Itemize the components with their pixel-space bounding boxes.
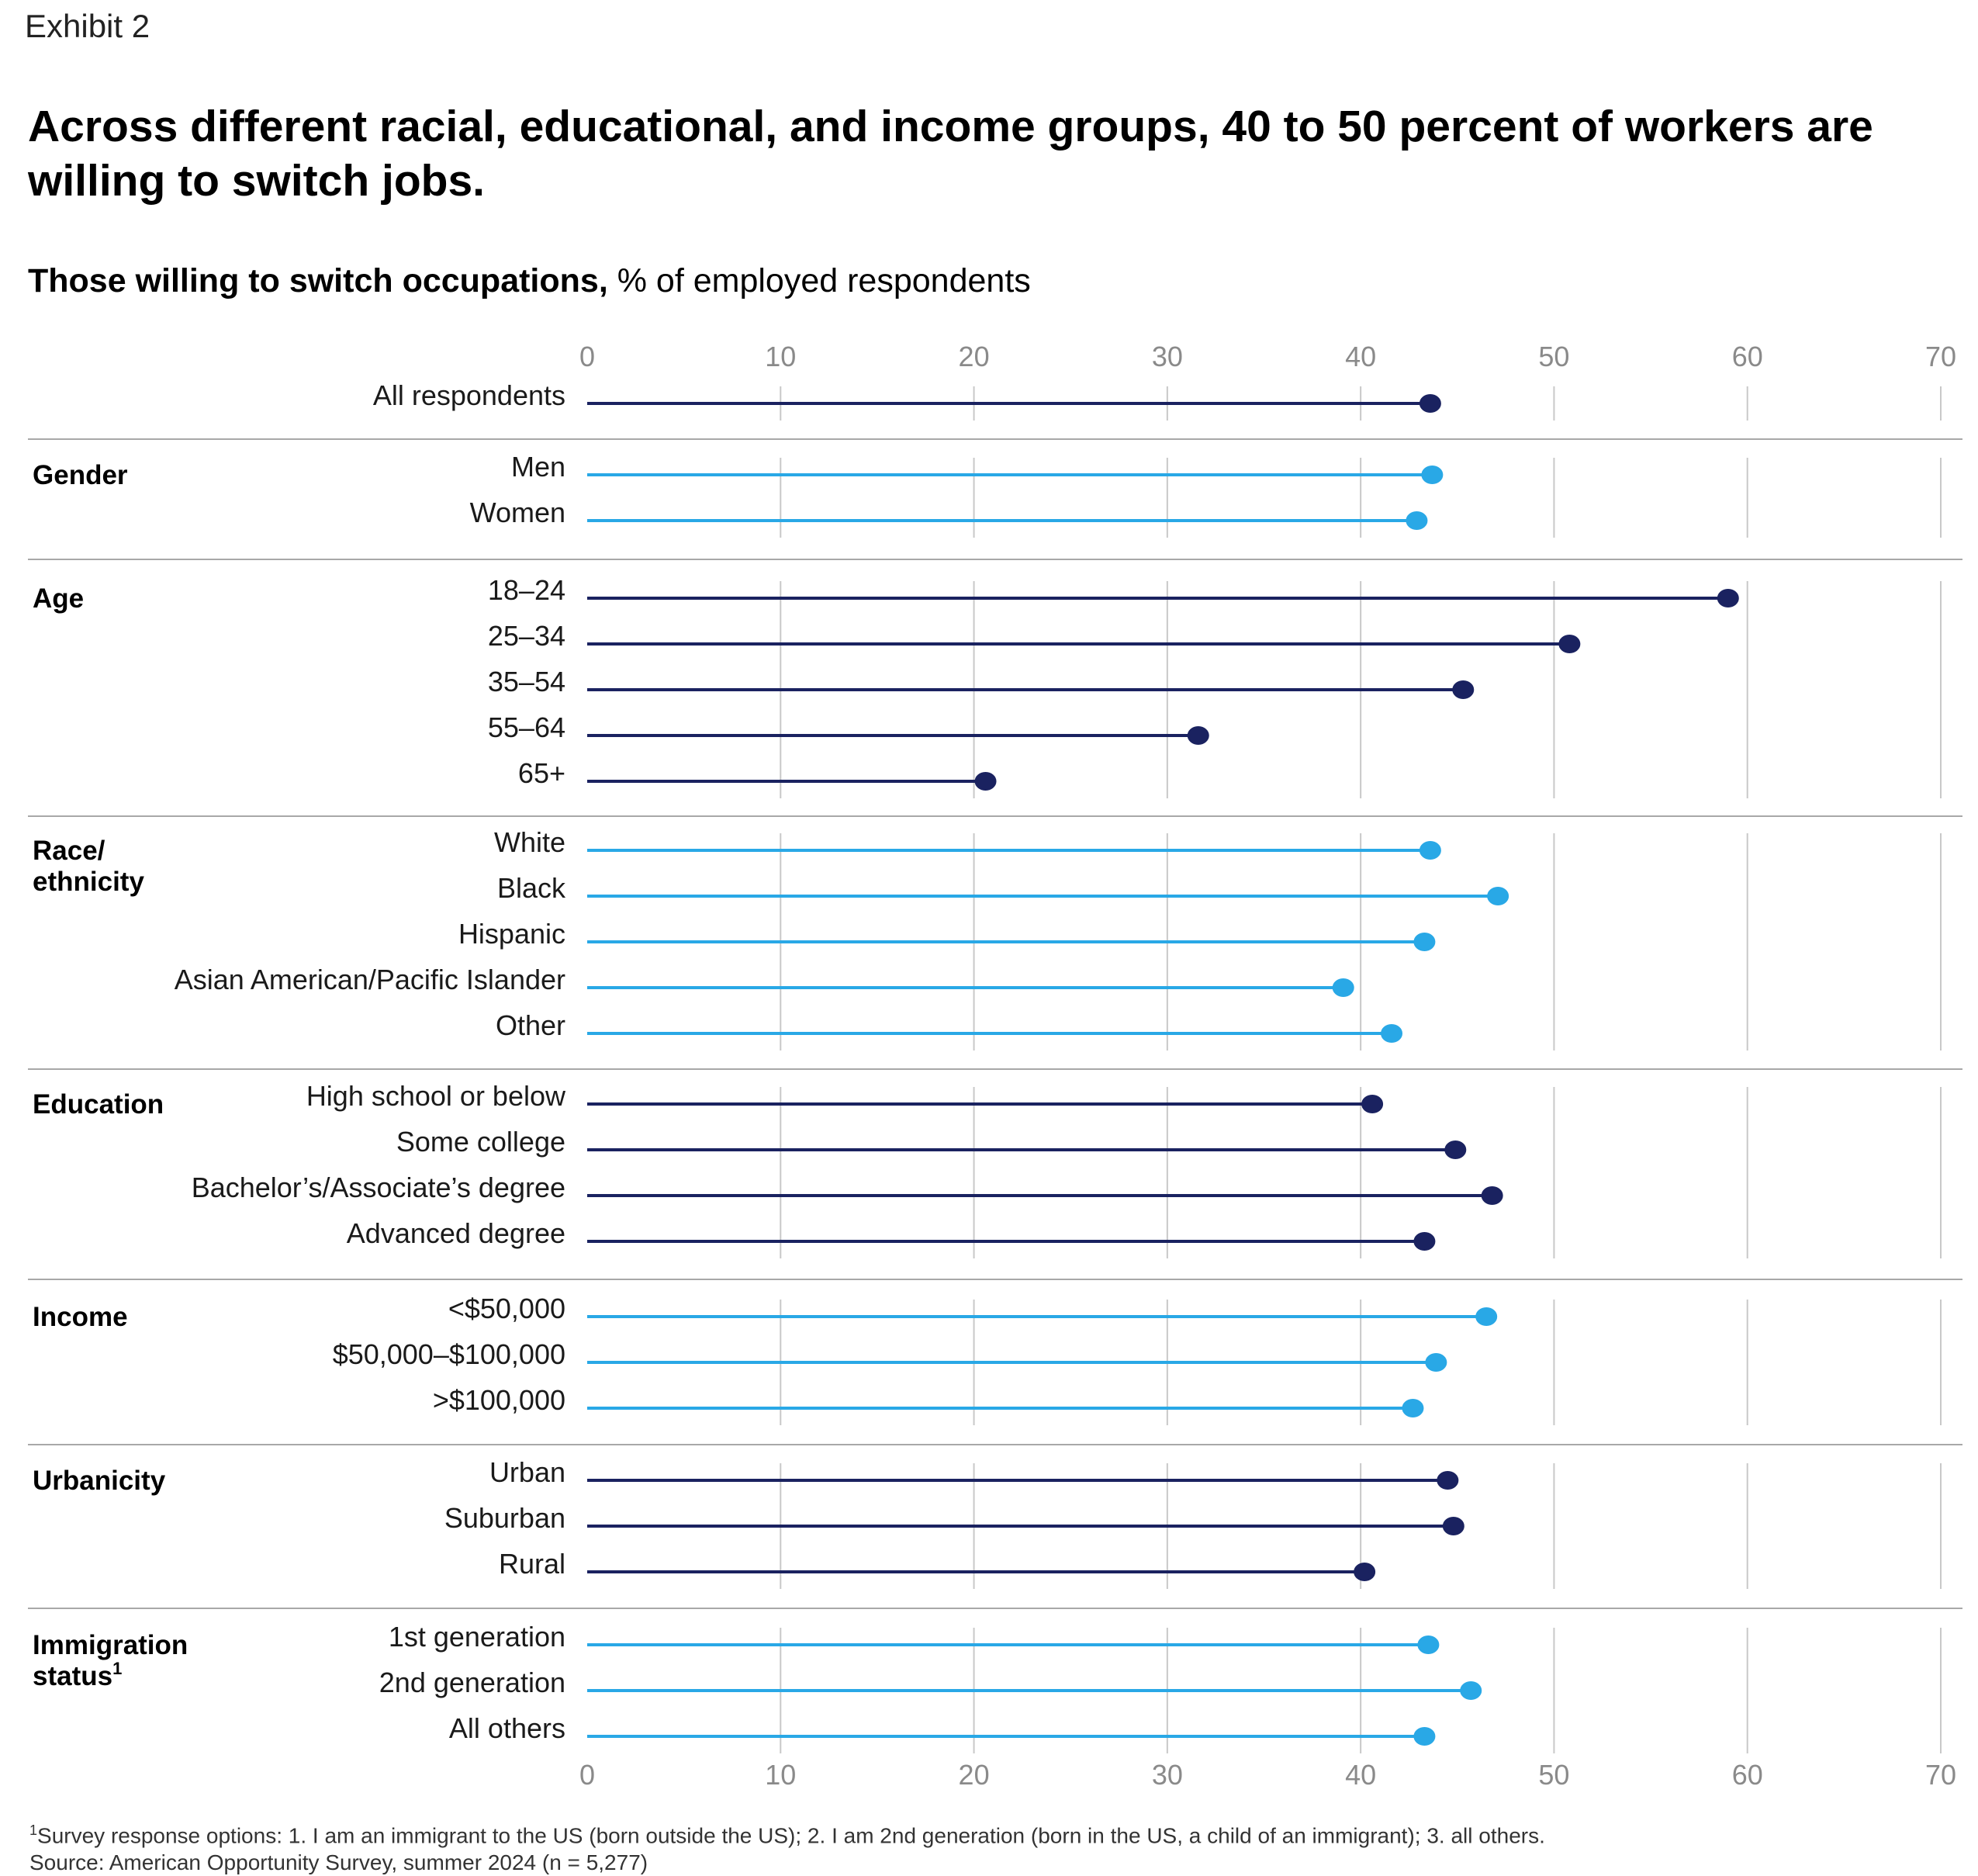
category-label: 1st generation xyxy=(389,1621,565,1653)
lollipop-dot xyxy=(1444,1140,1467,1159)
lollipop-dot xyxy=(1332,978,1354,997)
x-tick-label-bottom: 40 xyxy=(1345,1759,1376,1791)
category-label: All respondents xyxy=(373,379,565,411)
category-label: Other xyxy=(496,1009,565,1041)
lollipop-chart: 0 10 20 30 40 50 60 70 0 10 20 30 40 50 60 70 Gender Age R… xyxy=(28,341,1962,1791)
category-label: <$50,000 xyxy=(448,1293,565,1324)
category-label: Suburban xyxy=(444,1502,565,1534)
x-tick-label-bottom: 60 xyxy=(1732,1759,1763,1791)
x-tick-label-bottom: 20 xyxy=(959,1759,990,1791)
lollipop-dot xyxy=(1413,933,1436,951)
x-tick-label-top: 60 xyxy=(1732,341,1763,372)
category-label: Women xyxy=(470,497,565,528)
lollipop-dot xyxy=(1487,887,1509,905)
lollipop-dot xyxy=(974,772,997,791)
category-label: Advanced degree xyxy=(347,1217,565,1249)
lollipop-dot xyxy=(1442,1517,1464,1535)
x-tick-label-top: 10 xyxy=(765,341,796,372)
footnote-survey: 1Survey response options: 1. I am an imm… xyxy=(29,1817,1953,1849)
lollipop-dot xyxy=(1421,466,1444,484)
x-tick-label-top: 20 xyxy=(959,341,990,372)
category-label: 25–34 xyxy=(488,620,565,652)
category-label: Some college xyxy=(396,1126,565,1158)
x-tick-label-bottom: 50 xyxy=(1538,1759,1569,1791)
group-label: Age xyxy=(33,583,84,614)
x-tick-label-bottom: 0 xyxy=(579,1759,595,1791)
lollipop-dot xyxy=(1558,635,1581,653)
exhibit-label: Exhibit 2 xyxy=(25,8,150,44)
group-label: Race/ethnicity xyxy=(33,836,144,897)
x-tick-label-top: 40 xyxy=(1345,341,1376,372)
footnote-marker: 1 xyxy=(29,1822,38,1838)
category-label: >$100,000 xyxy=(433,1384,565,1416)
category-label: High school or below xyxy=(306,1080,566,1112)
lollipop-dot xyxy=(1419,394,1441,413)
category-label: Urban xyxy=(489,1456,565,1488)
lollipop-dot xyxy=(1413,1232,1436,1251)
subtitle-bold: Those willing to switch occupations, xyxy=(28,262,608,299)
category-label: 2nd generation xyxy=(379,1667,565,1698)
x-tick-label-top: 0 xyxy=(579,341,595,372)
lollipop-dot xyxy=(1381,1024,1403,1043)
group-label: Education xyxy=(33,1089,164,1120)
lollipop-dot xyxy=(1413,1727,1436,1746)
lollipop-dot xyxy=(1481,1186,1503,1205)
group-label: Immigration status1 xyxy=(33,1630,188,1691)
lollipop-dot xyxy=(1460,1681,1482,1700)
footnote-source: Source: American Opportunity Survey, sum… xyxy=(29,1850,648,1875)
footnote-text: Survey response options: 1. I am an immi… xyxy=(37,1823,1545,1848)
lollipop-dot xyxy=(1354,1563,1376,1581)
category-label: Hispanic xyxy=(458,918,565,950)
x-tick-label-bottom: 70 xyxy=(1925,1759,1956,1791)
lollipop-dot xyxy=(1425,1353,1447,1372)
lollipop-dot xyxy=(1437,1471,1459,1490)
lollipop-dot xyxy=(1475,1307,1498,1326)
lollipop-dot xyxy=(1419,841,1441,860)
footnote: 1Survey response options: 1. I am an imm… xyxy=(29,1817,1953,1876)
category-label: Asian American/Pacific Islander xyxy=(175,964,565,995)
group-label: Urbanicity xyxy=(33,1466,166,1496)
chart-subtitle: Those willing to switch occupations, % o… xyxy=(28,262,1031,300)
lollipop-dot xyxy=(1417,1635,1440,1654)
category-label: $50,000–$100,000 xyxy=(333,1338,565,1370)
lollipop-dot xyxy=(1452,680,1475,699)
group-label: Gender xyxy=(33,460,128,490)
category-label: 18–24 xyxy=(488,574,565,606)
x-tick-label-bottom: 10 xyxy=(765,1759,796,1791)
x-tick-label-top: 50 xyxy=(1538,341,1569,372)
x-tick-label-bottom: 30 xyxy=(1152,1759,1183,1791)
category-label: All others xyxy=(449,1712,565,1744)
category-label: Black xyxy=(497,872,566,904)
chart-title: Across different racial, educational, an… xyxy=(28,102,1873,206)
category-label: Rural xyxy=(499,1548,565,1580)
lollipop-dot xyxy=(1402,1399,1424,1417)
category-label: White xyxy=(494,826,565,858)
category-label: Men xyxy=(511,451,565,483)
category-label: 35–54 xyxy=(488,666,565,697)
lollipop-dot xyxy=(1406,511,1428,530)
group-label: Income xyxy=(33,1302,128,1332)
lollipop-dot xyxy=(1187,726,1209,745)
category-label: Bachelor’s/Associate’s degree xyxy=(192,1172,565,1203)
category-label: 65+ xyxy=(518,757,565,789)
x-tick-label-top: 30 xyxy=(1152,341,1183,372)
x-tick-label-top: 70 xyxy=(1925,341,1956,372)
category-label: 55–64 xyxy=(488,711,565,743)
lollipop-dot xyxy=(1361,1095,1384,1113)
subtitle-regular: % of employed respondents xyxy=(607,262,1031,299)
lollipop-dot xyxy=(1717,589,1739,607)
